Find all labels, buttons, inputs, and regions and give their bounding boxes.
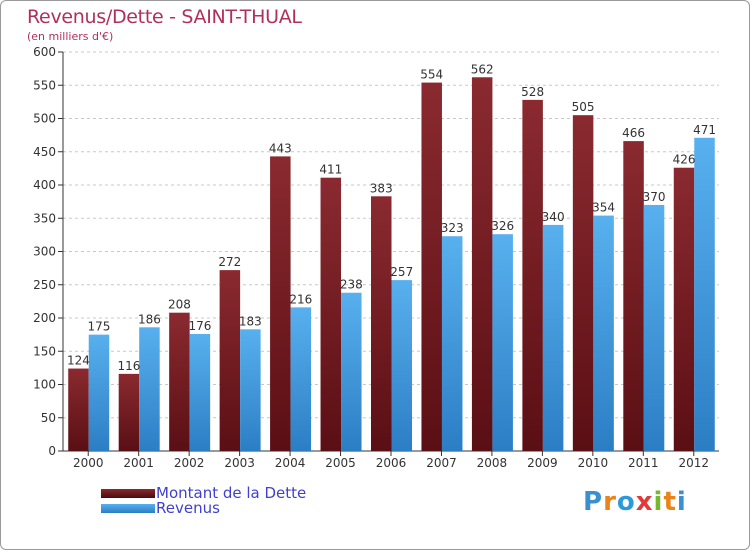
bar-dette — [320, 177, 342, 451]
logo-letter: i — [676, 487, 687, 517]
bar-dette — [219, 270, 241, 451]
logo-letter: P — [583, 487, 604, 517]
data-label-revenus: 354 — [592, 201, 615, 215]
bar-revenus — [643, 204, 665, 451]
data-label-revenus: 326 — [491, 219, 514, 233]
data-label-revenus: 471 — [693, 123, 716, 137]
y-tick-label: 100 — [33, 378, 56, 392]
data-label-revenus: 183 — [239, 314, 262, 328]
data-label-revenus: 238 — [340, 278, 363, 292]
logo-letter: t — [663, 487, 677, 517]
bar-revenus — [139, 327, 160, 451]
y-tick-label: 200 — [33, 311, 56, 325]
data-label-revenus: 340 — [542, 210, 565, 224]
bar-revenus — [88, 334, 110, 451]
bar-dette — [118, 373, 140, 451]
data-label-dette: 554 — [420, 68, 443, 82]
data-label-dette: 208 — [168, 298, 191, 312]
logo-letter: o — [616, 487, 636, 517]
bar-dette — [572, 115, 594, 452]
data-label-dette: 411 — [319, 163, 342, 177]
y-tick-label: 300 — [33, 245, 56, 259]
x-tick-label: 2002 — [174, 456, 205, 470]
bar-revenus — [694, 137, 715, 451]
x-tick-label: 2008 — [477, 456, 508, 470]
data-label-revenus: 175 — [88, 320, 111, 334]
bar-revenus — [441, 236, 463, 451]
data-label-dette: 116 — [117, 359, 140, 373]
x-tick-label: 2001 — [123, 456, 154, 470]
y-tick-label: 550 — [33, 78, 56, 92]
data-label-revenus: 216 — [289, 292, 312, 306]
y-tick-label: 350 — [33, 211, 56, 225]
x-tick-label: 2005 — [325, 456, 356, 470]
logo-letter: r — [603, 487, 617, 517]
x-tick-label: 2003 — [224, 456, 255, 470]
bar-dette — [270, 156, 291, 451]
data-label-dette: 426 — [673, 153, 696, 167]
y-tick-label: 250 — [33, 278, 56, 292]
legend-label-dette: Montant de la Dette — [156, 484, 307, 502]
legend-swatch-revenus — [101, 504, 155, 513]
bar-revenus — [290, 307, 312, 451]
bar-revenus — [189, 333, 211, 451]
bar-dette — [68, 368, 89, 451]
x-tick-label: 2011 — [628, 456, 659, 470]
bar-dette — [421, 82, 442, 451]
logo-letter: x — [635, 487, 654, 517]
data-label-revenus: 176 — [188, 319, 211, 333]
data-label-dette: 528 — [521, 85, 544, 99]
y-tick-label: 500 — [33, 112, 56, 126]
data-label-dette: 272 — [218, 255, 241, 269]
data-label-dette: 124 — [67, 354, 90, 368]
y-tick-label: 400 — [33, 178, 56, 192]
data-label-dette: 466 — [622, 126, 645, 140]
x-tick-label: 2009 — [527, 456, 558, 470]
x-tick-label: 2007 — [426, 456, 457, 470]
y-tick-label: 450 — [33, 145, 56, 159]
chart-title: Revenus/Dette - SAINT-THUAL — [27, 6, 302, 28]
x-tick-label: 2004 — [275, 456, 306, 470]
bar-revenus — [341, 292, 362, 451]
y-tick-label: 50 — [41, 411, 56, 425]
bar-revenus — [240, 329, 261, 451]
legend-label-revenus: Revenus — [156, 499, 220, 517]
data-label-revenus: 186 — [138, 312, 161, 326]
bar-dette — [471, 77, 493, 452]
data-label-dette: 505 — [572, 100, 595, 114]
y-tick-label: 0 — [48, 444, 56, 458]
data-label-dette: 383 — [370, 181, 393, 195]
data-label-dette: 562 — [471, 62, 494, 76]
bar-dette — [169, 312, 190, 451]
x-tick-label: 2010 — [578, 456, 609, 470]
bar-dette — [673, 167, 695, 451]
data-label-revenus: 370 — [643, 190, 666, 204]
legend-swatch-dette — [101, 489, 155, 498]
x-tick-label: 2000 — [73, 456, 104, 470]
proxiti-logo: Proxiti — [583, 487, 687, 517]
x-tick-label: 2012 — [678, 456, 709, 470]
bar-revenus — [542, 224, 564, 451]
bar-revenus — [492, 234, 513, 451]
data-label-revenus: 257 — [390, 265, 413, 279]
data-label-revenus: 323 — [441, 221, 464, 235]
bar-dette — [522, 99, 543, 451]
y-tick-label: 600 — [33, 45, 56, 59]
logo-letter: i — [653, 487, 664, 517]
y-tick-label: 150 — [33, 344, 56, 358]
bar-revenus — [391, 280, 412, 451]
chart-subtitle: (en milliers d'€) — [27, 30, 114, 43]
bar-dette — [623, 141, 644, 452]
bar-revenus — [593, 215, 614, 451]
x-tick-label: 2006 — [376, 456, 407, 470]
bar-dette — [371, 196, 392, 451]
data-label-dette: 443 — [269, 141, 292, 155]
